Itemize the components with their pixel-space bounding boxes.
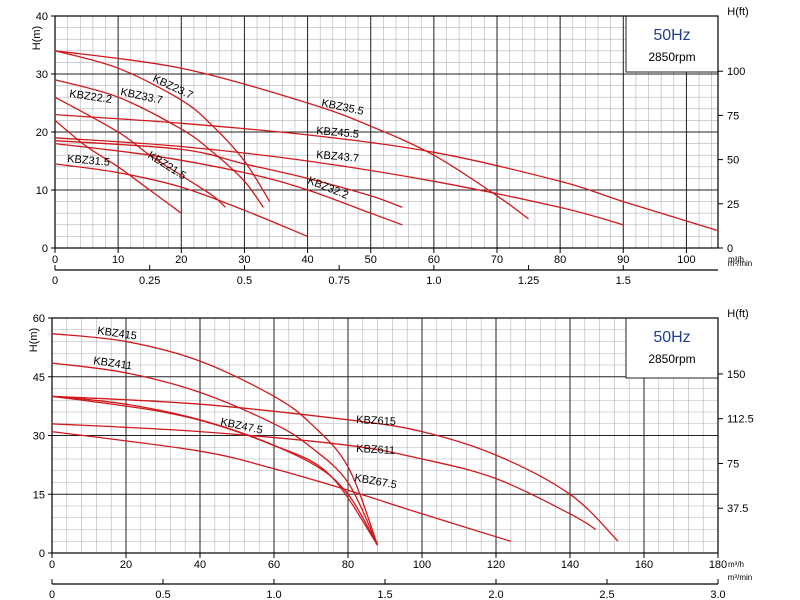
x-tick-label: 160 [635, 559, 653, 571]
curve-kbz67-5 [51, 430, 511, 542]
x-axis-label-bottom: m³/min [728, 259, 752, 268]
x-tick-label: 0 [52, 254, 58, 266]
curve-kbz415 [51, 333, 379, 546]
y-tick-label: 0 [39, 548, 45, 560]
x2-tick-label: 0 [49, 589, 55, 600]
curve-kbz45-5 [54, 113, 719, 232]
x2-tick-label: 3.0 [710, 589, 725, 600]
x-tick-label: 90 [617, 254, 629, 266]
curve-kbz35-5 [54, 50, 529, 220]
y2-tick-label: 75 [727, 110, 739, 122]
x-tick-label: 40 [301, 254, 313, 266]
x2-tick-label: 2.0 [488, 589, 503, 600]
x2-tick-label: 2.5 [599, 589, 614, 600]
x2-tick-label: 0.75 [328, 275, 349, 287]
x-tick-label: 60 [428, 254, 440, 266]
x-tick-label: 20 [175, 254, 187, 266]
y-axis-label-right: H(ft) [727, 308, 748, 320]
x2-tick-label: 0 [52, 275, 58, 287]
x-tick-label: 30 [238, 254, 250, 266]
y2-tick-label: 0 [727, 243, 733, 255]
curve-kbz43-7 [54, 137, 624, 226]
x-tick-label: 70 [491, 254, 503, 266]
y-tick-label: 40 [36, 11, 48, 23]
y2-tick-label: 100 [727, 66, 745, 78]
y-tick-label: 20 [36, 127, 48, 139]
x2-tick-label: 1.0 [266, 589, 281, 600]
series-curves [51, 333, 619, 546]
series-curves [54, 50, 719, 238]
frequency-label: 50Hz [653, 329, 690, 346]
x2-tick-label: 0.25 [139, 275, 160, 287]
y-tick-label: 15 [33, 489, 45, 501]
x-tick-label: 120 [487, 559, 505, 571]
x-tick-label: 100 [677, 254, 695, 266]
y-tick-label: 30 [33, 431, 45, 443]
curve-kbz411 [51, 362, 379, 546]
x-tick-label: 80 [554, 254, 566, 266]
curve-label-kbz43-7: KBZ43.7 [316, 149, 360, 165]
curve-label-kbz415: KBZ415 [97, 325, 138, 342]
y-tick-label: 60 [33, 313, 45, 325]
x-axis-label-top: m³/h [728, 255, 744, 264]
curve-kbz23-7 [54, 50, 271, 202]
speed-legend-box [625, 317, 719, 379]
x2-tick-label: 1.25 [518, 275, 539, 287]
curve-kbz615 [51, 395, 619, 542]
curve-label-kbz33-7: KBZ33.7 [119, 86, 163, 107]
x-tick-label: 140 [561, 559, 579, 571]
curve-label-kbz67-5: KBZ67.5 [353, 472, 397, 491]
x-tick-label: 40 [194, 559, 206, 571]
x2-tick-label: 1.5 [377, 589, 392, 600]
x-tick-label: 10 [112, 254, 124, 266]
curve-kbz611 [51, 423, 597, 531]
speed-label: 2850rpm [648, 50, 695, 64]
x2-tick-label: 1.0 [426, 275, 441, 287]
x-tick-label: 180 [709, 559, 727, 571]
y2-tick-label: 150 [727, 369, 745, 381]
curve-label-kbz22-2: KBZ22.2 [69, 88, 113, 106]
curve-kbz31-5 [54, 163, 308, 238]
y2-tick-label: 75 [727, 458, 739, 470]
x-tick-label: 60 [268, 559, 280, 571]
y2-tick-label: 50 [727, 155, 739, 167]
y-tick-label: 10 [36, 185, 48, 197]
curve-label-kbz611: KBZ611 [356, 443, 396, 457]
x2-tick-label: 1.5 [616, 275, 631, 287]
curve-label-kbz31-5: KBZ31.5 [67, 153, 111, 169]
y-tick-label: 0 [42, 243, 48, 255]
x-tick-label: 50 [365, 254, 377, 266]
y-axis-label-right: H(ft) [727, 6, 748, 18]
x-axis-label-top: m³/h [728, 560, 744, 569]
frequency-label: 50Hz [653, 27, 690, 44]
speed-label: 2850rpm [648, 352, 695, 366]
x-tick-label: 80 [342, 559, 354, 571]
curve-series_7 [51, 395, 379, 546]
curve-label-kbz615: KBZ615 [356, 414, 396, 428]
grid [51, 317, 719, 554]
grid [54, 15, 718, 249]
curve-kbz32-2 [54, 142, 403, 226]
curve-kbz33-7 [54, 79, 264, 208]
curve-kbz22-2 [54, 96, 226, 208]
y2-tick-label: 37.5 [727, 503, 748, 515]
y2-tick-label: 112.5 [727, 414, 754, 426]
x-tick-label: 0 [49, 559, 55, 571]
y2-tick-label: 25 [727, 199, 739, 211]
curve-label-kbz411: KBZ411 [93, 355, 133, 372]
x2-tick-label: 0.5 [155, 589, 170, 600]
x-tick-label: 100 [413, 559, 431, 571]
y-tick-label: 45 [33, 372, 45, 384]
y-axis-label-left: H(m) [28, 328, 40, 352]
x-tick-label: 20 [120, 559, 132, 571]
pump-curve-chart-top: 50Hz2850rpmKBZ23.7KBZ33.7KBZ22.2KBZ21.5K… [31, 6, 752, 287]
curve-series_10 [54, 140, 403, 209]
x2-tick-label: 0.5 [237, 275, 252, 287]
x-axis-label-bottom: m³/min [728, 573, 752, 582]
y-axis-label-left: H(m) [31, 26, 43, 50]
y-tick-label: 30 [36, 69, 48, 81]
curve-label-kbz45-5: KBZ45.5 [316, 125, 360, 141]
